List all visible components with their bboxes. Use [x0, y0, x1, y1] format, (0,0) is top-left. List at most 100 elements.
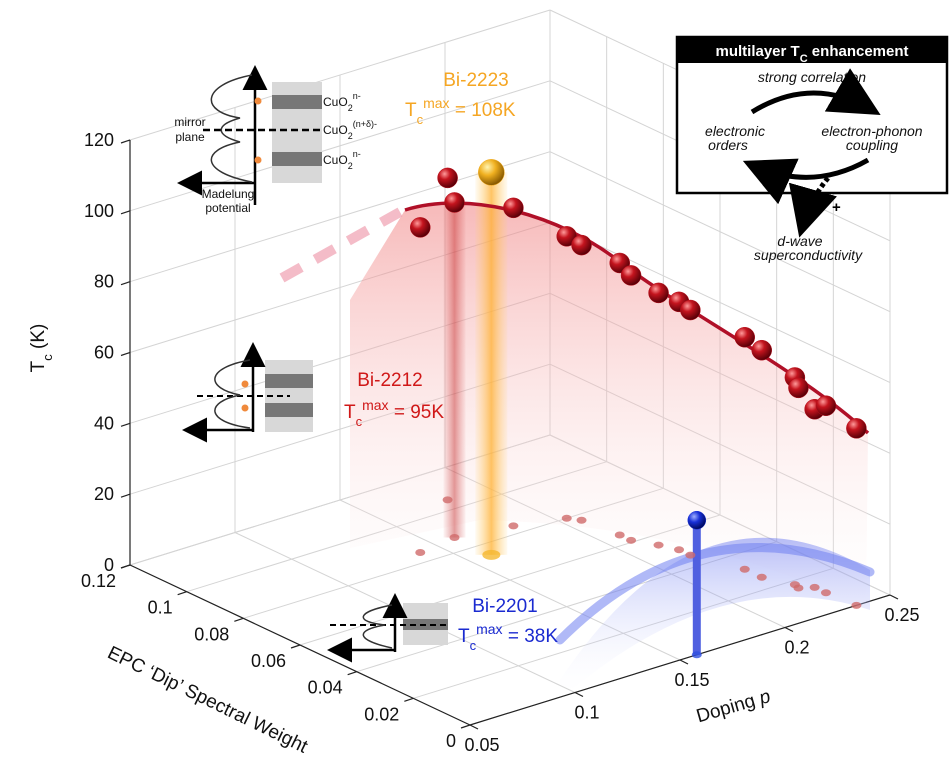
grid-line: [129, 9, 551, 141]
mirror-label: plane: [175, 130, 205, 144]
z-tick-label: 120: [84, 130, 114, 150]
floor-point: [561, 514, 572, 522]
layer-diagram: [327, 593, 450, 663]
mirror-label: mirror: [174, 115, 205, 129]
floor-point: [653, 541, 664, 549]
tick-mark: [120, 422, 131, 427]
sphere: [751, 339, 772, 361]
sphere: [620, 265, 642, 286]
floor-point: [442, 496, 453, 504]
sphere: [571, 234, 592, 256]
inset-text: superconductivity: [754, 247, 863, 263]
inset-text: coupling: [846, 137, 898, 153]
tick-mark: [889, 594, 899, 600]
x-tick-label: 0.05: [464, 735, 499, 755]
floor-point: [508, 522, 519, 530]
y-tick-label: 0.06: [251, 651, 286, 671]
inset-text: electronic: [705, 123, 765, 139]
y-tick-label: 0.12: [81, 571, 116, 591]
inset-title: multilayer TC enhancement: [715, 43, 908, 65]
series-tc-label: Tcmax = 108K: [405, 95, 516, 127]
tick-mark: [120, 351, 131, 357]
sphere: [687, 510, 707, 530]
floor-point: [449, 534, 460, 541]
tick-mark: [120, 210, 131, 215]
z-tick-label: 40: [94, 413, 114, 433]
z-tick-label: 100: [84, 201, 114, 221]
series-tc-label: Tcmax = 95K: [344, 397, 444, 429]
floor-point: [756, 573, 767, 581]
tick-mark: [120, 139, 131, 144]
floor-point: [685, 551, 696, 559]
tick-mark: [120, 281, 131, 286]
floor-point: [626, 536, 637, 544]
tick-mark: [234, 617, 244, 622]
inset-text: strong correlation: [758, 69, 866, 85]
sphere: [815, 395, 837, 416]
inset-text: orders: [708, 137, 748, 153]
z-axis-title: Tc (K): [28, 324, 55, 373]
floor-point: [691, 651, 702, 659]
sphere: [503, 197, 524, 219]
layer-diagram: [182, 342, 313, 443]
tick-mark: [404, 697, 414, 702]
plane-label: CuO2(n+δ)-: [323, 119, 377, 141]
floor-point: [415, 549, 426, 557]
tick-mark: [120, 493, 131, 498]
z-tick-label: 60: [94, 343, 114, 363]
z-tick-label: 20: [94, 484, 114, 504]
tick-mark: [469, 724, 479, 730]
inset: multilayer TC enhancement strong correla…: [675, 35, 949, 205]
inset-text: electron-phonon: [821, 123, 922, 139]
column: [475, 172, 508, 555]
x-tick-label: 0.15: [674, 670, 709, 690]
tick-mark: [679, 659, 689, 665]
layer-diagram: CuO2n- CuO2(n+δ)- CuO2n- mirror plane Ma…: [174, 65, 377, 215]
x-axis-title: Doping p: [694, 686, 773, 727]
x-tick-label: 0.25: [884, 605, 919, 625]
series-label: Bi-2212: [357, 370, 423, 391]
madelung-label: Madelung: [202, 187, 255, 201]
y-tick-label: 0.08: [194, 624, 229, 644]
y-tick-label: 0.04: [308, 678, 343, 698]
x-tick-label: 0.2: [784, 638, 809, 658]
grid-line: [549, 222, 891, 383]
sphere: [410, 217, 431, 238]
plus: +: [832, 199, 841, 216]
sphere: [444, 192, 465, 213]
y-tick-label: 0.1: [148, 598, 173, 618]
series-tc-label: Tcmax = 38K: [458, 621, 558, 653]
tick-mark: [784, 626, 794, 633]
y-tick-label: 0.02: [364, 704, 399, 724]
tick-mark: [177, 591, 187, 596]
floor-point: [576, 516, 587, 524]
sphere: [734, 327, 755, 348]
inset-text: d-wave: [777, 233, 822, 249]
plane-label: CuO2n-: [323, 91, 361, 113]
tick-mark: [120, 564, 131, 569]
series-label: Bi-2223: [443, 70, 509, 91]
grid-line: [549, 151, 891, 313]
floor-point: [739, 565, 750, 573]
sphere: [478, 159, 505, 186]
z-tick-label: 0: [104, 555, 114, 575]
sphere: [437, 167, 458, 189]
sphere: [788, 377, 809, 399]
marks: [415, 172, 862, 659]
blue-dome: [555, 543, 875, 645]
y-tick-label: 0: [446, 731, 456, 751]
series-label: Bi-2201: [472, 596, 538, 617]
dotted-arrow: [788, 176, 838, 238]
floor-point: [674, 546, 685, 554]
floor-point: [851, 601, 862, 609]
floor-point: [809, 583, 820, 591]
sphere: [648, 282, 669, 304]
floor-point: [793, 584, 804, 592]
plane-label: CuO2n-: [323, 149, 361, 171]
tick-mark: [347, 671, 357, 676]
tick-mark: [574, 691, 584, 698]
tick-mark: [290, 644, 301, 649]
madelung-label: potential: [205, 201, 250, 215]
x-tick-label: 0.1: [574, 703, 599, 723]
